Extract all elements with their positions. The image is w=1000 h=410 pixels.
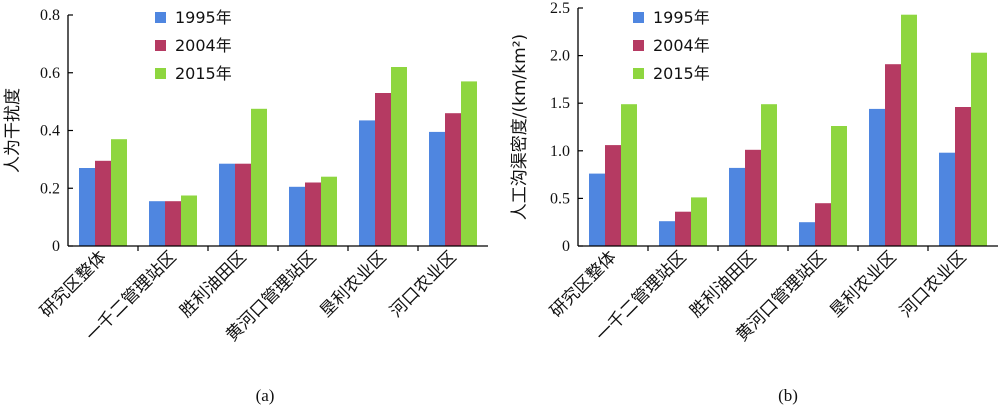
x-category-label: 垦利农业区	[316, 247, 390, 321]
chart-panel-b: 00.51.01.52.02.5研究区整体一千二管理站区胜利油田区黄河口管理站区…	[510, 0, 998, 405]
bar	[691, 197, 707, 246]
y-tick-label: 0	[52, 238, 60, 255]
bar	[391, 67, 407, 246]
y-tick-label: 1.0	[550, 143, 570, 160]
legend-label: 1995年	[653, 8, 710, 27]
x-category-label: 河口农业区	[896, 247, 970, 321]
bar	[901, 14, 917, 247]
legend-swatch	[155, 12, 166, 23]
y-tick-label: 1.5	[550, 95, 570, 112]
bar	[831, 126, 847, 246]
bar	[235, 163, 251, 246]
bar	[939, 152, 955, 246]
y-tick-label: 2.0	[550, 48, 570, 65]
y-axis-label: 人为干扰度	[3, 88, 23, 173]
x-category-label: 胜利油田区	[176, 247, 250, 321]
bar	[605, 145, 621, 246]
bar	[111, 139, 127, 246]
y-tick-label: 0.4	[40, 123, 60, 140]
y-tick-label: 0.5	[550, 190, 570, 207]
bar	[251, 108, 267, 246]
legend-swatch	[633, 40, 644, 51]
bar	[321, 176, 337, 246]
bar	[971, 52, 987, 247]
y-tick-label: 0	[562, 238, 570, 255]
bar	[869, 108, 885, 247]
chart-panel-a: 00.20.40.60.8研究区整体一千二管理站区胜利油田区黄河口管理站区垦利农…	[3, 7, 488, 405]
x-category-label: 河口农业区	[386, 247, 460, 321]
y-axis-label: 人工沟渠密度/(km/km²)	[510, 34, 530, 220]
bar	[445, 113, 461, 246]
legend-swatch	[155, 40, 166, 51]
legend-swatch	[633, 12, 644, 23]
legend-label: 2004年	[653, 36, 710, 55]
bar	[181, 195, 197, 246]
bar	[375, 93, 391, 246]
x-category-label: 胜利油田区	[686, 247, 760, 321]
x-category-label: 研究区整体	[546, 247, 620, 321]
bar	[745, 149, 761, 246]
bar	[815, 203, 831, 246]
bar	[659, 221, 675, 246]
bar	[149, 201, 165, 246]
bar	[165, 201, 181, 246]
legend-swatch	[155, 68, 166, 79]
bar	[799, 222, 815, 246]
panel-label: (a)	[256, 386, 275, 405]
bar	[289, 186, 305, 246]
bar	[95, 160, 111, 246]
bar	[621, 104, 637, 246]
y-tick-label: 0.8	[40, 7, 60, 24]
bar	[219, 163, 235, 246]
x-category-label: 研究区整体	[36, 247, 110, 321]
bar	[461, 81, 477, 247]
bar	[359, 120, 375, 246]
legend-swatch	[633, 68, 644, 79]
bar	[955, 107, 971, 246]
bar	[589, 173, 605, 246]
panel-label: (b)	[778, 386, 798, 405]
bar	[305, 182, 321, 246]
bar	[885, 64, 901, 246]
legend-label: 2004年	[175, 36, 232, 55]
bar	[429, 131, 445, 246]
bar	[761, 104, 777, 246]
y-tick-label: 0.6	[40, 65, 60, 82]
bar	[79, 168, 95, 246]
y-tick-label: 2.5	[550, 0, 570, 17]
legend-label: 1995年	[175, 8, 232, 27]
bar	[675, 211, 691, 246]
x-category-label: 垦利农业区	[826, 247, 900, 321]
legend-label: 2015年	[653, 64, 710, 83]
legend-label: 2015年	[175, 64, 232, 83]
y-tick-label: 0.2	[40, 180, 60, 197]
bar	[729, 167, 745, 246]
